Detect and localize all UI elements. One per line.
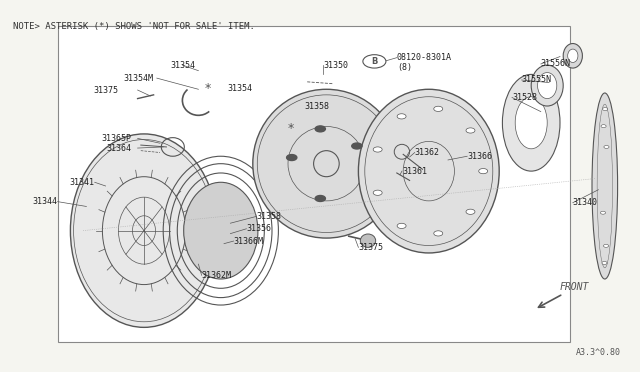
Text: 31366: 31366 bbox=[467, 152, 492, 161]
Text: 31362: 31362 bbox=[415, 148, 440, 157]
Text: 31528: 31528 bbox=[512, 93, 537, 102]
Ellipse shape bbox=[592, 93, 618, 279]
Text: FRONT: FRONT bbox=[560, 282, 589, 292]
Circle shape bbox=[601, 125, 606, 128]
Circle shape bbox=[434, 231, 443, 236]
Text: 31340: 31340 bbox=[573, 198, 598, 207]
Circle shape bbox=[604, 244, 609, 247]
Circle shape bbox=[466, 209, 475, 214]
Text: *: * bbox=[288, 122, 294, 135]
Text: NOTE> ASTERISK (*) SHOWS 'NOT FOR SALE' ITEM.: NOTE> ASTERISK (*) SHOWS 'NOT FOR SALE' … bbox=[13, 22, 255, 31]
Ellipse shape bbox=[70, 134, 218, 327]
Circle shape bbox=[604, 145, 609, 148]
Text: 31350: 31350 bbox=[323, 61, 348, 70]
Circle shape bbox=[373, 147, 382, 152]
Ellipse shape bbox=[568, 49, 578, 62]
Circle shape bbox=[600, 211, 605, 214]
Circle shape bbox=[352, 143, 362, 149]
Ellipse shape bbox=[538, 73, 557, 99]
Ellipse shape bbox=[502, 74, 560, 171]
Text: 31556N: 31556N bbox=[541, 60, 571, 68]
Circle shape bbox=[315, 126, 325, 132]
Text: 31354: 31354 bbox=[227, 84, 252, 93]
Text: *: * bbox=[205, 82, 211, 95]
Text: 31354M: 31354M bbox=[124, 74, 154, 83]
Text: 31362M: 31362M bbox=[202, 271, 232, 280]
Ellipse shape bbox=[184, 182, 258, 279]
Circle shape bbox=[602, 262, 607, 264]
Text: 08120-8301A: 08120-8301A bbox=[397, 53, 452, 62]
Circle shape bbox=[397, 223, 406, 228]
Ellipse shape bbox=[360, 234, 376, 247]
Text: B: B bbox=[371, 57, 378, 66]
Ellipse shape bbox=[515, 97, 547, 149]
Text: 31555N: 31555N bbox=[522, 76, 552, 84]
Ellipse shape bbox=[253, 89, 400, 238]
Circle shape bbox=[363, 55, 386, 68]
Text: 31364: 31364 bbox=[106, 144, 131, 153]
Text: (8): (8) bbox=[397, 63, 412, 72]
Text: 31341: 31341 bbox=[70, 178, 95, 187]
Circle shape bbox=[434, 106, 443, 112]
Ellipse shape bbox=[358, 89, 499, 253]
Text: 31358: 31358 bbox=[304, 102, 329, 111]
Circle shape bbox=[479, 169, 488, 174]
Circle shape bbox=[466, 128, 475, 133]
Circle shape bbox=[397, 114, 406, 119]
Circle shape bbox=[373, 190, 382, 195]
Text: 31356: 31356 bbox=[246, 224, 271, 233]
Ellipse shape bbox=[531, 65, 563, 106]
Text: 31366M: 31366M bbox=[234, 237, 264, 246]
Text: 31375: 31375 bbox=[358, 243, 383, 252]
Text: 31344: 31344 bbox=[33, 197, 58, 206]
Text: 31375: 31375 bbox=[93, 86, 118, 94]
Circle shape bbox=[287, 155, 297, 161]
Text: 31365P: 31365P bbox=[101, 134, 131, 143]
Text: A3.3^0.80: A3.3^0.80 bbox=[576, 348, 621, 357]
Text: 31361: 31361 bbox=[402, 167, 427, 176]
FancyBboxPatch shape bbox=[58, 26, 570, 342]
Ellipse shape bbox=[563, 44, 582, 68]
Circle shape bbox=[315, 196, 325, 202]
Circle shape bbox=[603, 108, 608, 110]
Text: 31354: 31354 bbox=[170, 61, 195, 70]
Text: 31358: 31358 bbox=[256, 212, 281, 221]
